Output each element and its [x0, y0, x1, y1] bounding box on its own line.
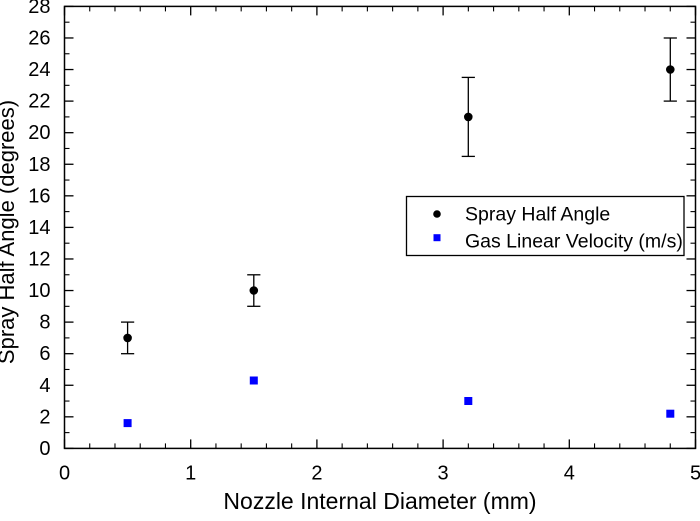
- svg-text:12: 12: [28, 249, 50, 271]
- svg-text:20: 20: [28, 122, 50, 144]
- svg-text:4: 4: [564, 462, 575, 484]
- svg-text:18: 18: [28, 154, 50, 176]
- svg-text:0: 0: [39, 438, 50, 460]
- svg-text:2: 2: [311, 462, 322, 484]
- svg-text:22: 22: [28, 91, 50, 113]
- svg-text:24: 24: [28, 59, 50, 81]
- svg-text:16: 16: [28, 185, 50, 207]
- svg-text:28: 28: [28, 0, 50, 18]
- svg-text:5: 5: [690, 462, 700, 484]
- svg-text:26: 26: [28, 28, 50, 50]
- svg-text:1: 1: [185, 462, 196, 484]
- svg-text:6: 6: [39, 343, 50, 365]
- svg-text:2: 2: [39, 406, 50, 428]
- svg-text:Spray Half Angle: Spray Half Angle: [465, 204, 610, 226]
- svg-text:Gas Linear Velocity (m/s): Gas Linear Velocity (m/s): [465, 231, 683, 253]
- svg-text:3: 3: [438, 462, 449, 484]
- svg-text:4: 4: [39, 375, 50, 397]
- svg-text:Spray Half Angle (degrees): Spray Half Angle (degrees): [0, 100, 19, 364]
- svg-text:0: 0: [59, 462, 70, 484]
- svg-text:Nozzle Internal Diameter (mm): Nozzle Internal Diameter (mm): [223, 488, 536, 514]
- svg-text:8: 8: [39, 312, 50, 334]
- svg-text:10: 10: [28, 280, 50, 302]
- svg-text:14: 14: [28, 217, 50, 239]
